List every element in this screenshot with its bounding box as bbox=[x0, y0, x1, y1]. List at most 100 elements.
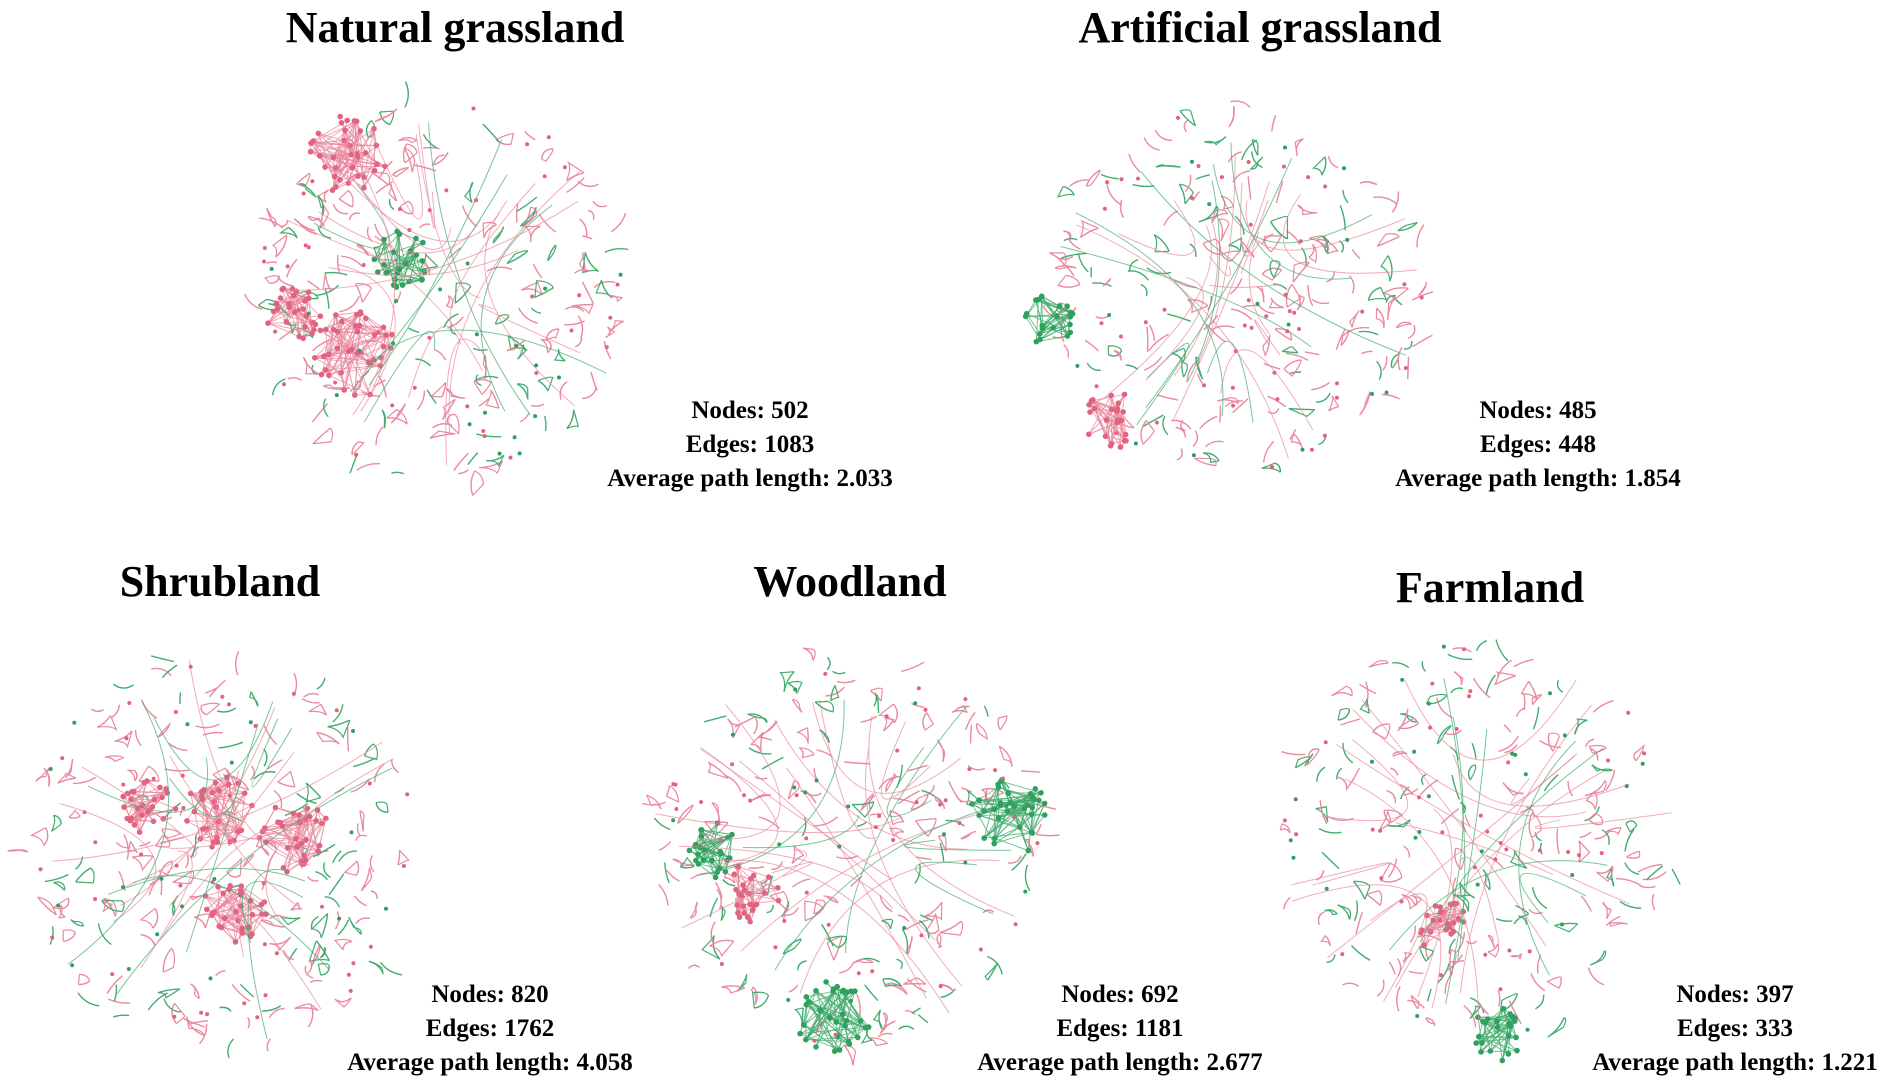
network-edge bbox=[175, 1003, 186, 1023]
network-edge bbox=[236, 652, 239, 676]
network-edge bbox=[196, 724, 220, 728]
network-edge bbox=[688, 965, 699, 968]
network-node bbox=[270, 267, 274, 271]
network-node bbox=[376, 330, 380, 334]
network-edge bbox=[749, 867, 765, 869]
network-edge bbox=[302, 699, 320, 703]
network-edge bbox=[837, 856, 859, 859]
network-edge bbox=[1248, 176, 1251, 199]
network-node bbox=[1340, 952, 1344, 956]
network-edge bbox=[278, 782, 295, 787]
network-node bbox=[942, 832, 946, 836]
network-edge bbox=[324, 862, 331, 877]
network-edge bbox=[588, 210, 594, 219]
network-edge bbox=[399, 140, 417, 143]
network-node bbox=[1563, 733, 1567, 737]
network-node bbox=[1371, 828, 1375, 832]
network-edge bbox=[1264, 441, 1274, 462]
network-node bbox=[362, 263, 366, 267]
network-node bbox=[1526, 1028, 1530, 1032]
network-node bbox=[282, 382, 286, 386]
network-node bbox=[351, 729, 355, 733]
network-node bbox=[1283, 818, 1287, 822]
network-edge bbox=[310, 981, 322, 983]
network-edge bbox=[1141, 285, 1147, 297]
network-cluster bbox=[1473, 1006, 1519, 1063]
network-edge bbox=[280, 220, 288, 226]
network-edge bbox=[329, 874, 344, 895]
network-edge bbox=[429, 123, 531, 415]
network-edge bbox=[865, 985, 878, 1001]
network-edge bbox=[220, 1007, 231, 1011]
network-node bbox=[967, 767, 971, 771]
network-node bbox=[1499, 987, 1503, 991]
network-edge bbox=[789, 985, 798, 992]
title-artificial-grassland: Artificial grassland bbox=[1030, 2, 1490, 53]
network-node bbox=[70, 963, 74, 967]
network-edge bbox=[1388, 298, 1395, 320]
network-edge bbox=[1367, 894, 1380, 905]
network-edge bbox=[36, 768, 49, 782]
network-edge bbox=[1064, 345, 1069, 358]
network-node bbox=[39, 867, 43, 871]
network-edge bbox=[1318, 912, 1324, 925]
network-node bbox=[1506, 760, 1510, 764]
network-node bbox=[1324, 740, 1328, 744]
network-node bbox=[1524, 772, 1528, 776]
network-node bbox=[391, 341, 395, 345]
network-edge bbox=[1590, 951, 1604, 965]
network-edge bbox=[1529, 813, 1532, 838]
network-edge bbox=[659, 842, 671, 851]
network-edge bbox=[333, 704, 343, 722]
network-edge bbox=[1581, 896, 1591, 912]
network-node bbox=[944, 798, 948, 802]
network-edge bbox=[799, 748, 803, 758]
network-node bbox=[347, 973, 351, 977]
network-node bbox=[1570, 873, 1574, 877]
network-node bbox=[513, 435, 517, 439]
network-edge bbox=[1616, 879, 1641, 886]
network-node bbox=[255, 1015, 259, 1019]
network-edge bbox=[1078, 253, 1088, 272]
network-node bbox=[1134, 442, 1138, 446]
network-node bbox=[1641, 762, 1645, 766]
network-edge bbox=[1586, 801, 1595, 810]
network-node bbox=[304, 243, 308, 247]
network-edge bbox=[775, 807, 995, 971]
network-edge bbox=[1209, 285, 1279, 288]
network-edge bbox=[1354, 881, 1365, 899]
network-edge bbox=[44, 828, 48, 846]
network-node bbox=[671, 782, 675, 786]
network-node bbox=[786, 998, 790, 1002]
network-node bbox=[1483, 953, 1487, 957]
network-edge bbox=[91, 709, 104, 711]
network-edge bbox=[545, 416, 546, 431]
network-node bbox=[320, 905, 324, 909]
network-node bbox=[1144, 320, 1148, 324]
network-node bbox=[792, 786, 796, 790]
network-node bbox=[297, 308, 301, 312]
network-node bbox=[1412, 750, 1416, 754]
network-edge bbox=[1409, 971, 1423, 973]
network-edge bbox=[1584, 806, 1599, 820]
network-node bbox=[1136, 177, 1140, 181]
network-edge bbox=[1503, 783, 1523, 794]
network-edge bbox=[1286, 353, 1308, 360]
network-edge bbox=[1292, 863, 1390, 886]
network-node bbox=[1427, 794, 1431, 798]
network-edge bbox=[861, 716, 877, 722]
network-node bbox=[199, 1011, 203, 1015]
network-edge bbox=[593, 201, 607, 206]
network-edge bbox=[940, 921, 962, 932]
network-node bbox=[357, 349, 361, 353]
network-edge bbox=[1359, 331, 1379, 335]
network-node bbox=[1284, 293, 1288, 297]
network-edge bbox=[1319, 829, 1341, 833]
network-edge bbox=[999, 746, 1012, 766]
network-edge bbox=[99, 923, 112, 944]
network-edge bbox=[898, 915, 909, 922]
network-edge bbox=[837, 680, 855, 682]
network-edge bbox=[1450, 950, 1451, 976]
network-node bbox=[963, 861, 967, 865]
network-edge bbox=[1167, 314, 1191, 321]
